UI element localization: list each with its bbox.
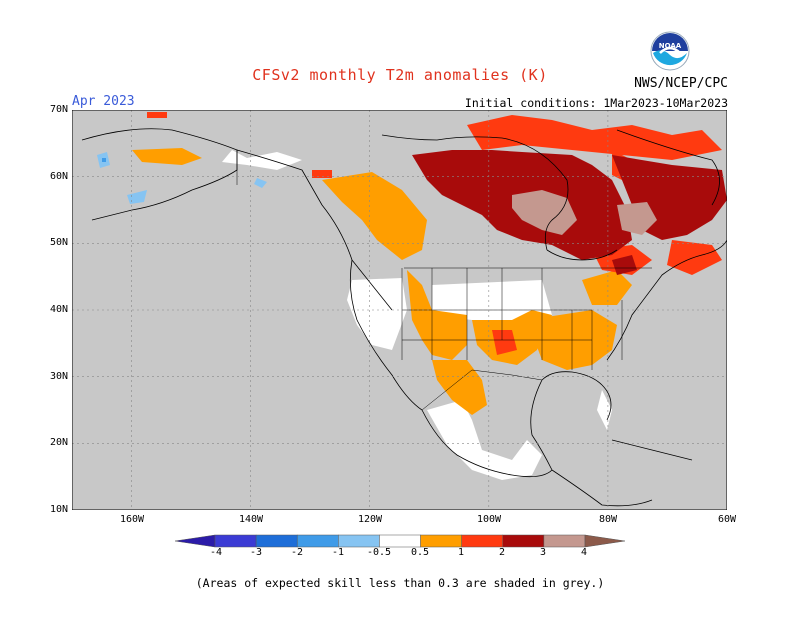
colorbar-tick: -0.5: [366, 547, 392, 558]
anomaly-negative-strong: [102, 158, 106, 162]
state-borders: [236, 150, 652, 411]
colorbar: [175, 534, 625, 548]
colorbar-tick: 1: [457, 547, 465, 558]
colorbar-tick: -3: [249, 547, 263, 558]
colorbar-segment: [379, 534, 421, 548]
anomaly-3-to-4: [512, 190, 657, 235]
lon-label: 140W: [238, 514, 264, 525]
lat-label: 50N: [49, 237, 68, 248]
anomaly-negative: [97, 152, 267, 204]
forecast-month: Apr 2023: [72, 94, 135, 109]
lon-label: 120W: [357, 514, 383, 525]
chart-title: CFSv2 monthly T2m anomalies (K): [252, 66, 548, 84]
colorbar-segment: [255, 534, 298, 548]
colorbar-tick: 0.5: [410, 547, 430, 558]
lat-label: 30N: [49, 371, 68, 382]
skill-footnote: (Areas of expected skill less than 0.3 a…: [195, 576, 605, 590]
anomaly-map: [72, 110, 727, 510]
colorbar-segment: [502, 534, 545, 548]
colorbar-tick: -4: [209, 547, 223, 558]
colorbar-segment: [420, 534, 462, 548]
lat-label: 10N: [49, 504, 68, 515]
initial-conditions: Initial conditions: 1Mar2023-10Mar2023: [464, 96, 728, 110]
colorbar-tick: 4: [580, 547, 588, 558]
colorbar-segment: [296, 534, 339, 548]
lat-lon-grid: [72, 110, 727, 510]
noaa-logo-text: NOAA: [659, 42, 682, 50]
colorbar-segment: [214, 534, 257, 548]
lon-label: 100W: [476, 514, 502, 525]
agency-label: NWS/NCEP/CPC: [634, 76, 728, 91]
lon-label: 80W: [598, 514, 618, 525]
colorbar-segment: [543, 534, 586, 548]
lat-label: 60N: [49, 171, 68, 182]
lat-label: 70N: [49, 104, 68, 115]
colorbar-segment: [175, 534, 216, 548]
colorbar-segment: [461, 534, 504, 548]
colorbar-segment: [338, 534, 380, 548]
lon-label: 60W: [717, 514, 737, 525]
colorbar-segment: [584, 534, 625, 548]
noaa-logo-icon: NOAA: [650, 31, 690, 71]
colorbar-tick: 2: [498, 547, 506, 558]
colorbar-tick: -2: [290, 547, 304, 558]
colorbar-tick: -1: [331, 547, 345, 558]
colorbar-tick: 3: [539, 547, 547, 558]
lat-label: 20N: [49, 437, 68, 448]
lon-label: 160W: [119, 514, 145, 525]
lat-label: 40N: [49, 304, 68, 315]
